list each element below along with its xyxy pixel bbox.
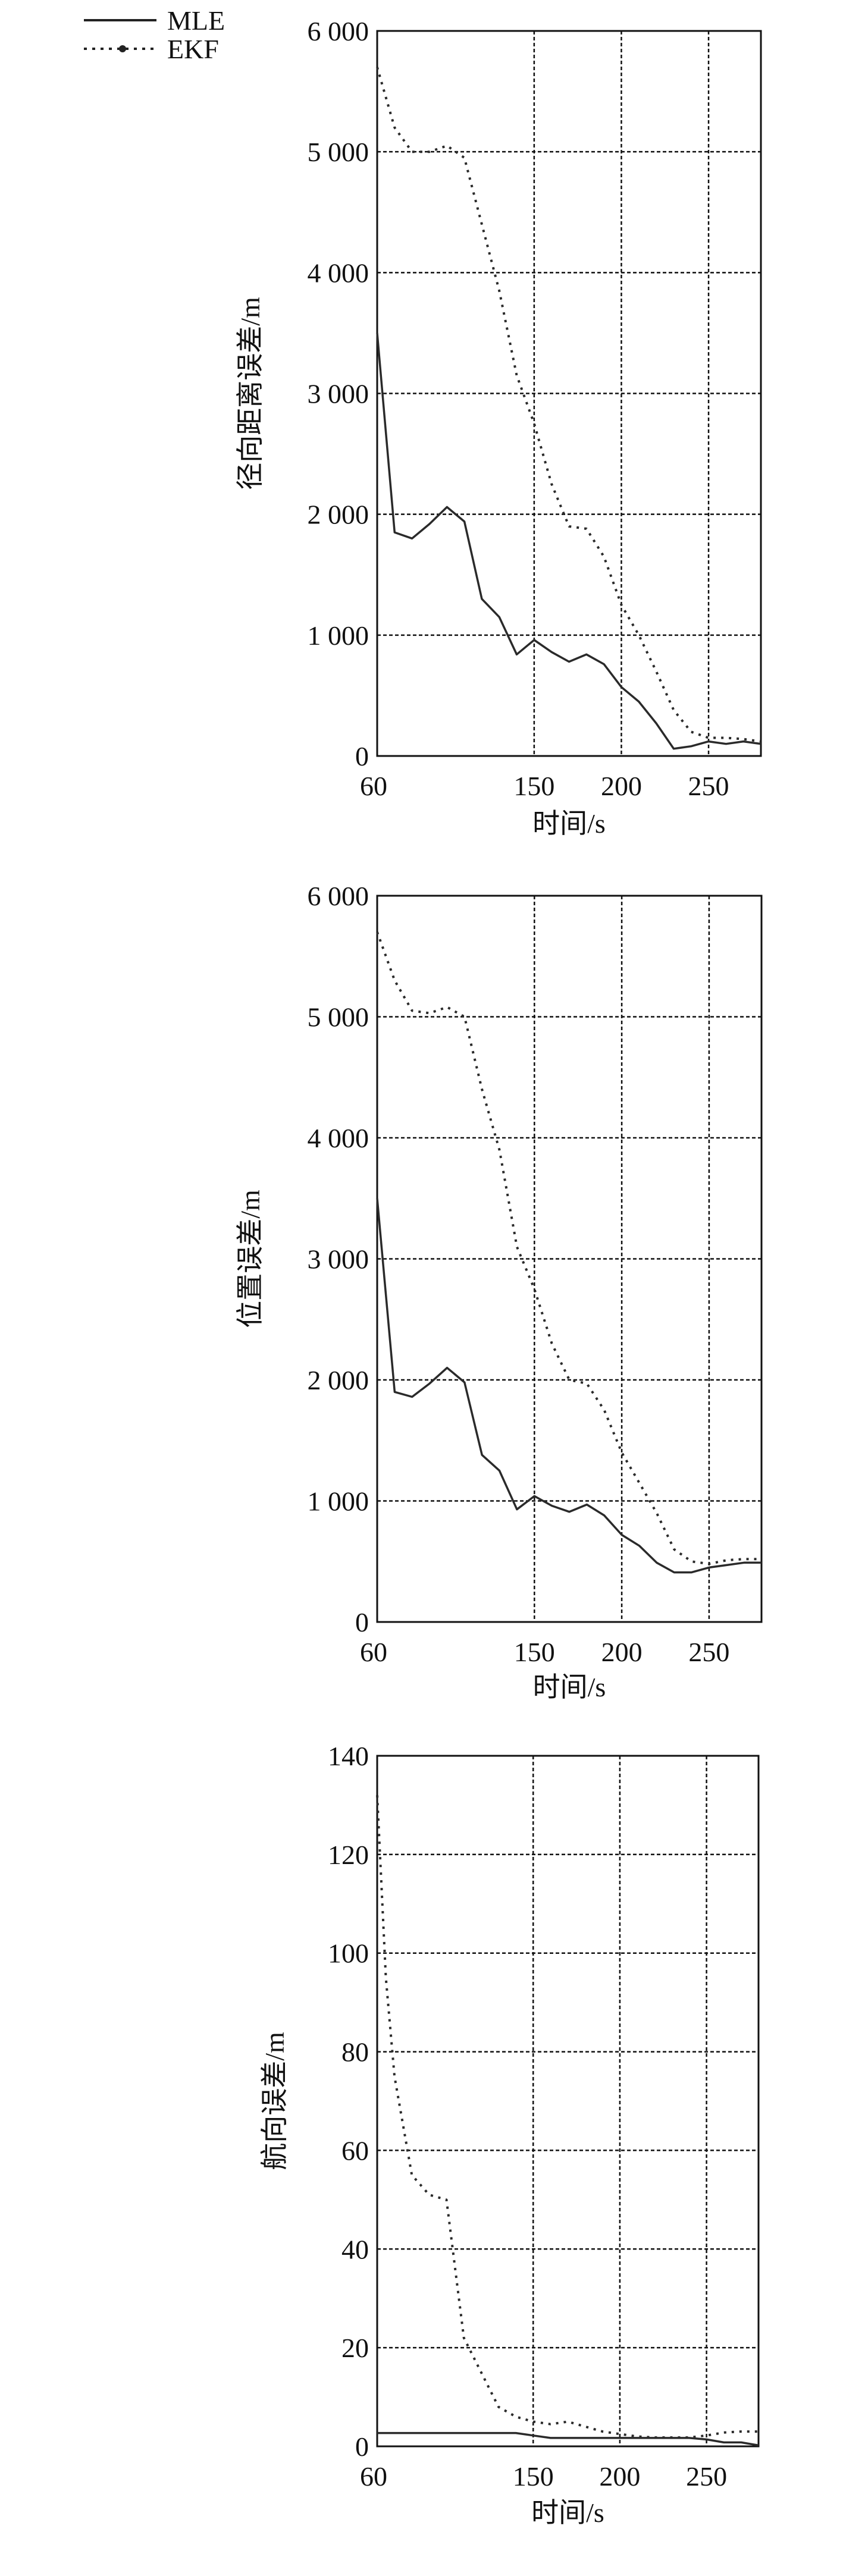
plot-frame xyxy=(376,1755,760,2448)
y-tick-label: 6 000 xyxy=(308,881,369,911)
y-tick-label: 4 000 xyxy=(308,258,369,288)
x-tick-label: 60 xyxy=(360,2461,387,2492)
x-tick-label: 200 xyxy=(599,2461,640,2492)
y-tick-label: 1 000 xyxy=(308,1486,369,1517)
y-tick-label: 100 xyxy=(328,1938,369,1969)
series-mle-line xyxy=(376,1198,761,1574)
y-tick-label: 3 000 xyxy=(308,1244,369,1275)
y-axis-label: 航向误差/m xyxy=(259,2032,290,2170)
y-tick-label: 0 xyxy=(355,741,369,771)
x-axis-label: 时间/s xyxy=(531,2497,604,2528)
x-tick-label: 150 xyxy=(514,1637,555,1667)
x-tick-label: 200 xyxy=(601,771,642,801)
y-axis-label: 位置误差/m xyxy=(235,1190,265,1328)
x-tick-label: 150 xyxy=(513,2461,554,2492)
chart-1: 0 1 000 2 000 3 000 4 000 5 000 6 000 60 150 200 2… xyxy=(235,16,762,839)
legend-mle-label: MLE xyxy=(167,5,225,36)
legend-ekf-marker xyxy=(119,45,126,52)
x-tick-label: 150 xyxy=(513,771,554,801)
series-mle-line xyxy=(377,2431,759,2447)
legend-ekf-label: EKF xyxy=(167,34,219,64)
y-tick-label: 3 000 xyxy=(308,379,369,409)
y-tick-label: 5 000 xyxy=(308,1002,369,1033)
y-tick-label: 60 xyxy=(341,2135,369,2166)
y-tick-label: 80 xyxy=(341,2037,369,2067)
x-tick-label: 250 xyxy=(688,771,729,801)
y-tick-label: 2 000 xyxy=(308,1365,369,1395)
y-tick-label: 0 xyxy=(355,1607,369,1637)
y-tick-label: 6 000 xyxy=(308,16,369,46)
series-ekf-line xyxy=(376,931,761,1565)
y-axis-label: 径向距离误差/m xyxy=(235,297,265,490)
x-tick-label: 250 xyxy=(686,2461,727,2492)
y-tick-label: 5 000 xyxy=(308,137,369,167)
chart-2: 0 1 000 2 000 3 000 4 000 5 000 6 000 60 150 200 2… xyxy=(235,881,763,1702)
y-tick-label: 2 000 xyxy=(308,500,369,530)
series-ekf-line xyxy=(376,1795,759,2439)
legend: MLE EKF xyxy=(84,5,225,64)
x-tick-label: 250 xyxy=(688,1637,729,1667)
chart-3: 0 20 40 60 80 100 120 140 60 150 200 250 时间/s 航向误差/m xyxy=(259,1741,760,2528)
x-tick-label: 60 xyxy=(360,1637,387,1667)
x-tick-label: 200 xyxy=(601,1637,643,1667)
y-tick-label: 120 xyxy=(328,1840,369,1870)
y-tick-label: 20 xyxy=(341,2333,369,2363)
y-tick-label: 40 xyxy=(341,2234,369,2264)
y-tick-label: 140 xyxy=(328,1741,369,1771)
series-mle-line xyxy=(376,332,761,750)
series-ekf-line xyxy=(376,67,761,743)
y-tick-label: 4 000 xyxy=(308,1123,369,1153)
plot-frame xyxy=(376,30,762,757)
plot-frame xyxy=(376,895,763,1623)
y-tick-label: 0 xyxy=(355,2431,369,2462)
x-axis-label: 时间/s xyxy=(533,1672,606,1702)
x-axis-label: 时间/s xyxy=(532,808,606,839)
x-tick-label: 60 xyxy=(360,771,387,801)
y-tick-label: 1 000 xyxy=(308,620,369,651)
